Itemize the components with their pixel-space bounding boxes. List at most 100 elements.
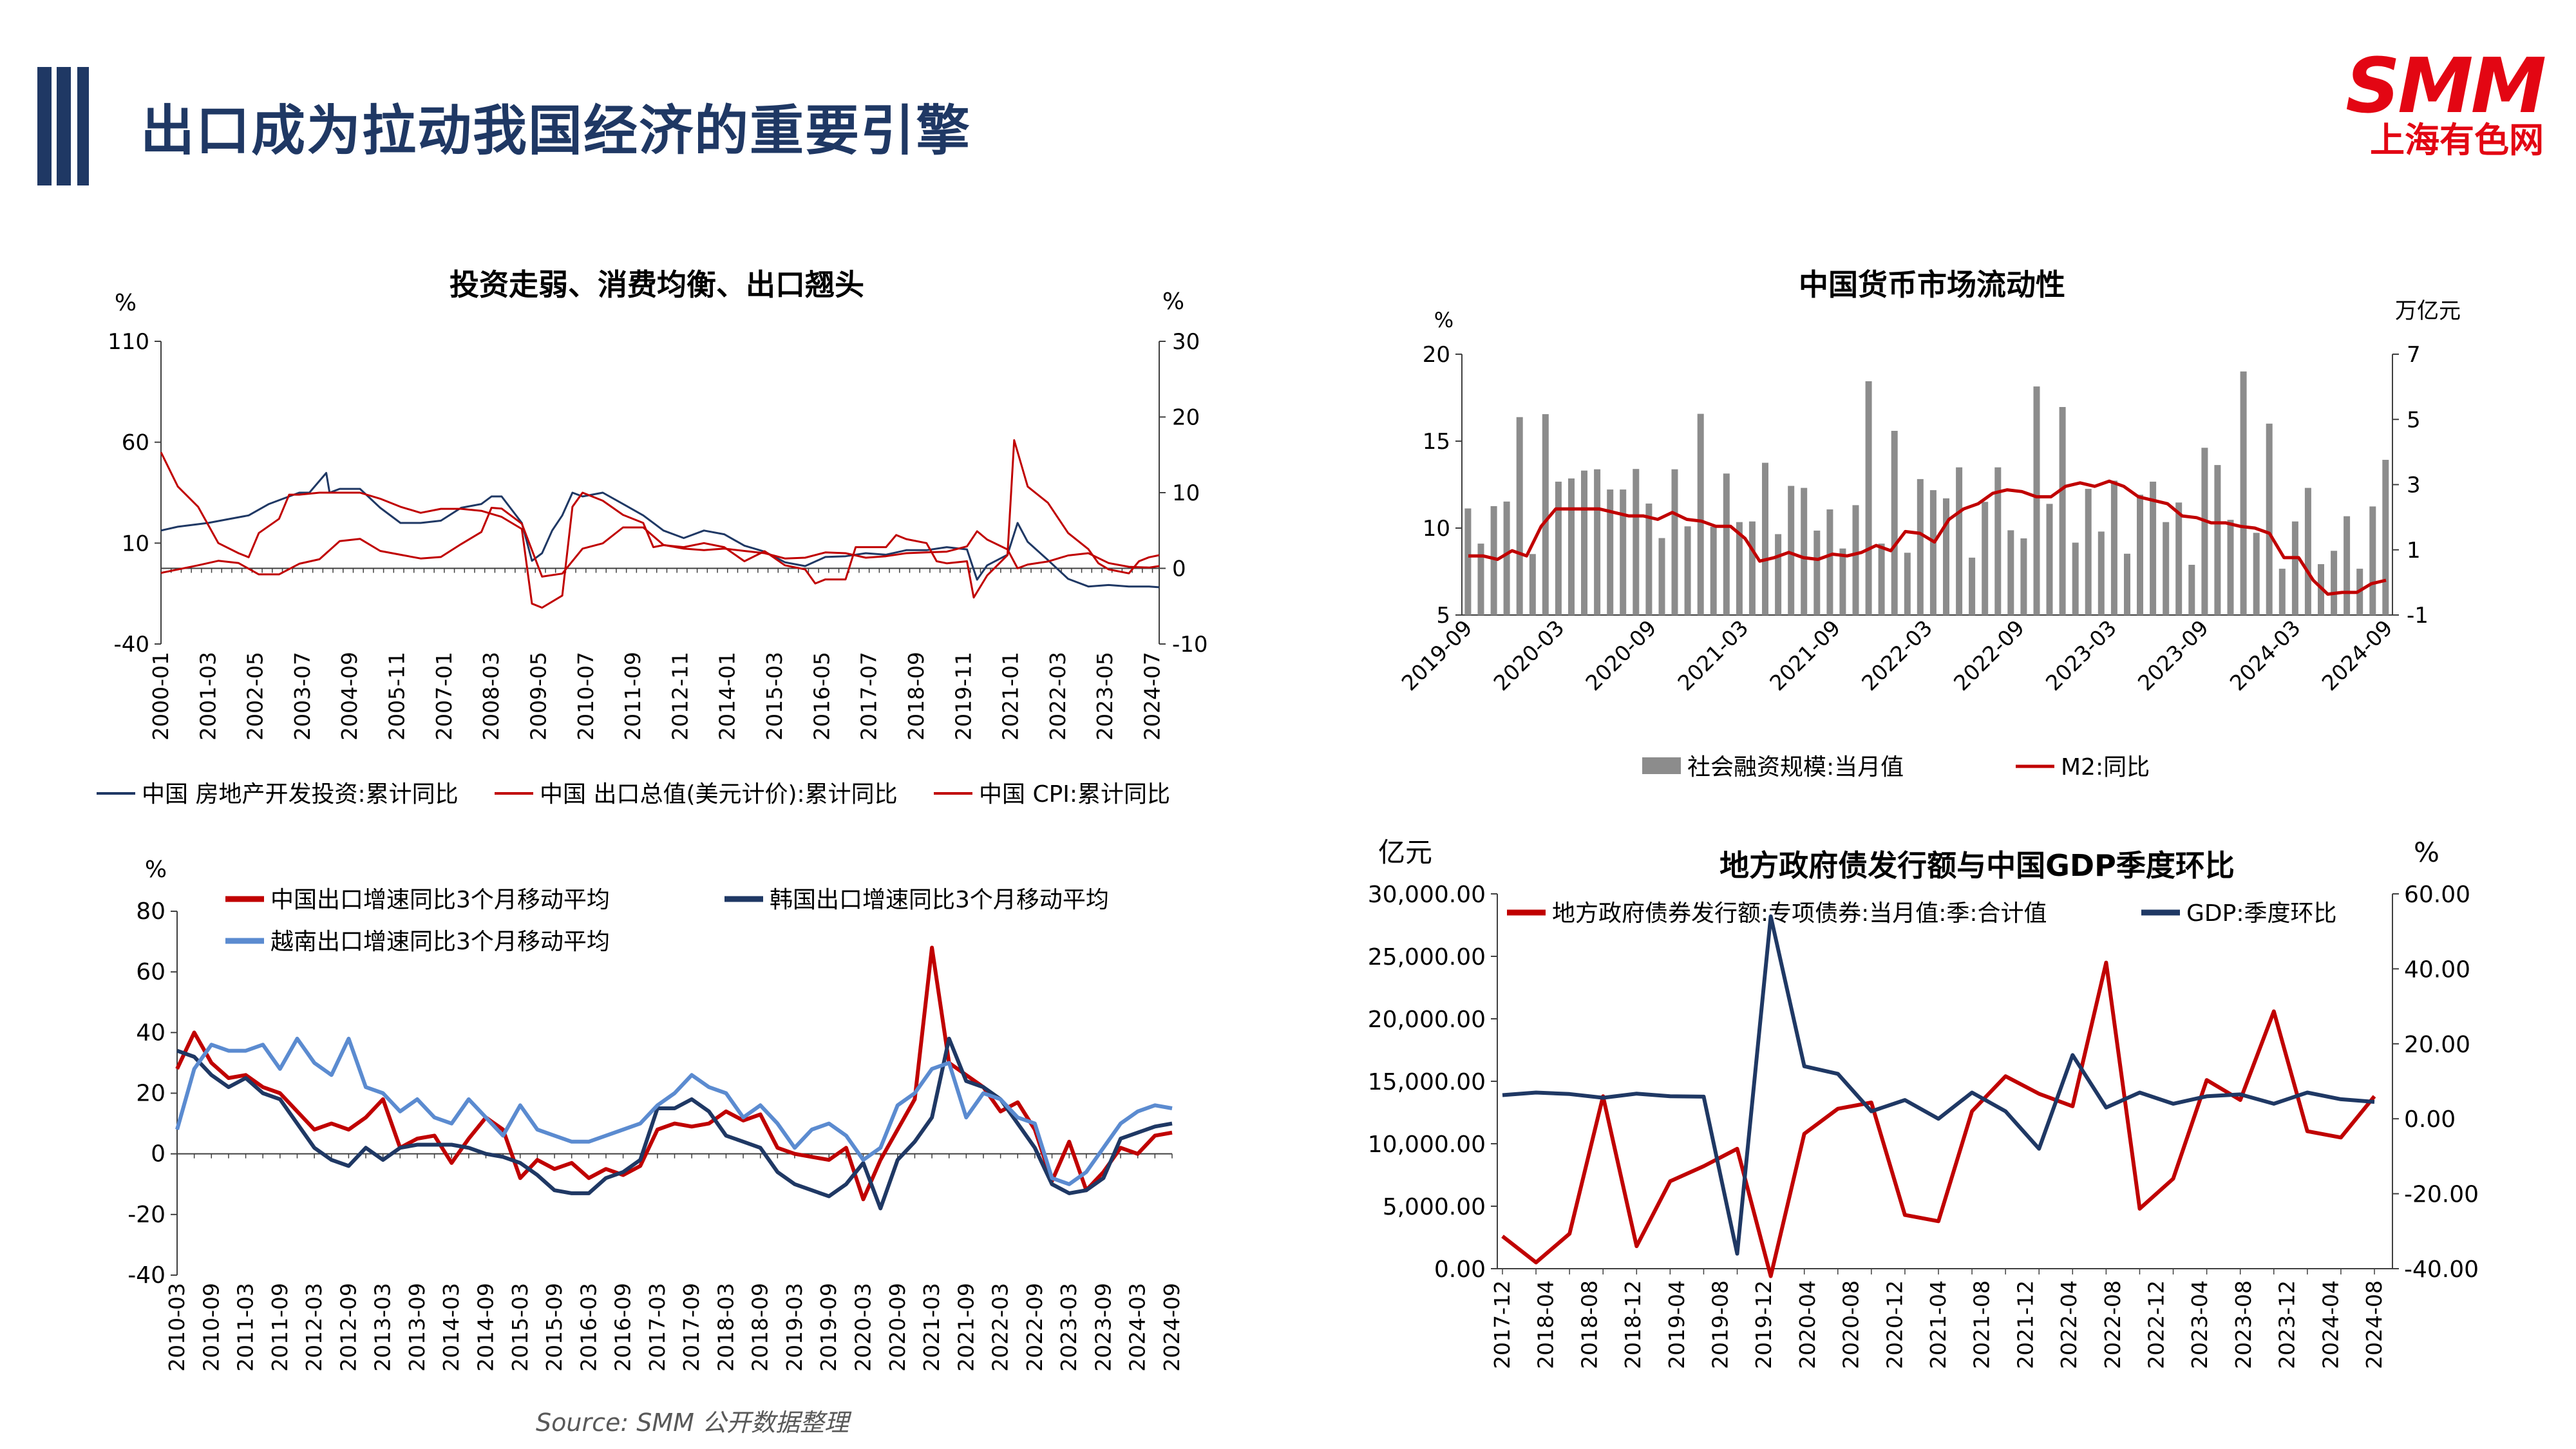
bar <box>1969 557 1976 615</box>
x-tick-label: 2023-09 <box>1090 1283 1115 1372</box>
bar <box>1503 501 1510 615</box>
logo-text: 上海有色网 <box>2370 120 2544 160</box>
y-right-tick-label: 3 <box>2407 473 2421 498</box>
x-tick-label: 2020-08 <box>1839 1280 1864 1369</box>
bar <box>1620 489 1627 615</box>
bar <box>1529 554 1536 615</box>
bar <box>1943 498 1949 615</box>
y-left-tick-label: -40 <box>113 632 149 658</box>
x-tick-label: 2002-05 <box>243 652 268 741</box>
bar <box>2007 530 2014 615</box>
x-tick-label: 2007-01 <box>431 652 457 741</box>
bar <box>2137 495 2143 615</box>
x-tick-label: 2022-09 <box>1022 1283 1047 1372</box>
y-right-unit: % <box>1162 289 1184 315</box>
x-tick-label: 2019-09 <box>816 1283 841 1372</box>
x-tick-label: 2021-09 <box>953 1283 978 1372</box>
x-tick-label: 2013-09 <box>404 1283 430 1372</box>
x-tick-label: 2023-12 <box>2275 1280 2300 1369</box>
bar <box>2033 386 2040 615</box>
y-right-tick-label: -1 <box>2407 603 2429 629</box>
x-tick-label: 2008-03 <box>478 652 504 741</box>
y-right-tick-label: -40.00 <box>2404 1256 2479 1283</box>
chart-title: 地方政府债发行额与中国GDP季度环比 <box>1719 848 2235 883</box>
y-right-tick-label: 20.00 <box>2404 1032 2470 1058</box>
x-tick-label: 2021-03 <box>1672 615 1753 696</box>
x-tick-label: 2020-09 <box>885 1283 910 1372</box>
x-tick-label: 2024-03 <box>1125 1283 1150 1372</box>
bar <box>1814 530 1821 615</box>
legend-label: 中国出口增速同比3个月移动平均 <box>270 887 610 913</box>
x-tick-label: 2004-09 <box>337 652 362 741</box>
bar <box>2278 569 2286 615</box>
bar <box>2163 522 2170 615</box>
y-left-unit: % <box>115 290 137 316</box>
y-left-tick-label: 5,000.00 <box>1383 1194 1486 1220</box>
series-line <box>1502 914 2375 1256</box>
x-tick-label: 2020-09 <box>1580 615 1661 696</box>
y-left-tick-label: 20 <box>136 1081 166 1107</box>
bar <box>1982 502 1989 615</box>
header-bar <box>77 67 89 185</box>
bar <box>2227 520 2234 615</box>
series-line <box>160 471 1160 589</box>
x-tick-label: 2018-12 <box>1620 1280 1645 1369</box>
y-left-tick-label: 110 <box>108 329 149 355</box>
x-tick-label: 2024-04 <box>2318 1280 2343 1369</box>
chart-bond-issuance-gdp: 地方政府债发行额与中国GDP季度环比 亿元 % 0.00 5,000.00 10,000.… <box>1368 837 2479 1369</box>
y-left-tick-label: -20 <box>128 1202 166 1228</box>
bar <box>2072 542 2079 615</box>
x-tick-label: 2022-09 <box>1949 615 2029 696</box>
bar <box>1917 478 1924 615</box>
y-left-tick-label: 0 <box>151 1141 166 1168</box>
x-tick-label: 2023-09 <box>2133 615 2213 696</box>
x-tick-label: 2023-03 <box>2041 615 2121 696</box>
bar <box>2188 565 2195 615</box>
y-right-tick-label: 30 <box>1172 329 1200 355</box>
y-right-unit: % <box>2414 837 2439 868</box>
x-tick-label: 2019-04 <box>1664 1280 1689 1369</box>
x-tick-label: 2022-03 <box>1857 615 1937 696</box>
y-right-unit: 万亿元 <box>2395 298 2461 324</box>
series-line <box>175 1036 1173 1186</box>
bar <box>1762 462 1768 615</box>
x-tick-label: 2022-08 <box>2100 1280 2125 1369</box>
bar <box>2304 488 2311 615</box>
x-tick-label: 2011-03 <box>233 1283 258 1372</box>
x-tick-label: 2023-03 <box>1056 1283 1081 1372</box>
legend-swatch <box>1642 757 1681 774</box>
x-tick-label: 2020-03 <box>1488 615 1569 696</box>
bar <box>1658 538 1665 615</box>
x-tick-label: 2017-07 <box>857 652 882 741</box>
x-tick-label: 2018-09 <box>748 1283 773 1372</box>
y-right-tick-label: 7 <box>2407 342 2421 368</box>
x-tick-label: 2014-03 <box>439 1283 464 1372</box>
x-tick-label: 2010-09 <box>198 1283 223 1372</box>
header-bar <box>57 67 71 185</box>
x-tick-label: 2021-12 <box>2012 1280 2038 1369</box>
bar <box>1477 544 1484 615</box>
bar <box>1736 522 1743 615</box>
chart-title: 投资走弱、消费均衡、出口翘头 <box>450 267 864 302</box>
x-tick-label: 2023-04 <box>2187 1280 2212 1369</box>
y-left-tick-label: 60 <box>122 430 149 456</box>
bar <box>2331 551 2338 615</box>
x-tick-label: 2010-07 <box>573 652 598 741</box>
bar <box>2214 465 2221 615</box>
bar <box>2175 502 2183 615</box>
x-tick-label: 2019-08 <box>1708 1280 1733 1369</box>
x-tick-label: 2024-08 <box>2362 1280 2387 1369</box>
x-tick-label: 2012-11 <box>667 652 692 741</box>
y-left-tick-label: 20,000.00 <box>1368 1007 1486 1033</box>
x-tick-label: 2012-03 <box>301 1283 327 1372</box>
y-right-tick-label: 60.00 <box>2404 882 2470 908</box>
legend-label: 地方政府债券发行额:专项债券:当月值:季:合计值 <box>1552 900 2047 927</box>
x-tick-label: 2024-07 <box>1140 652 1165 741</box>
x-tick-label: 2013-03 <box>370 1283 395 1372</box>
y-right-tick-label: 40.00 <box>2404 956 2470 983</box>
y-left-tick-label: 30,000.00 <box>1368 882 1486 908</box>
x-tick-label: 2001-03 <box>195 652 220 741</box>
bar <box>1852 505 1859 615</box>
y-left-tick-label: 80 <box>136 898 166 925</box>
y-left-tick-label: 25,000.00 <box>1368 944 1486 971</box>
